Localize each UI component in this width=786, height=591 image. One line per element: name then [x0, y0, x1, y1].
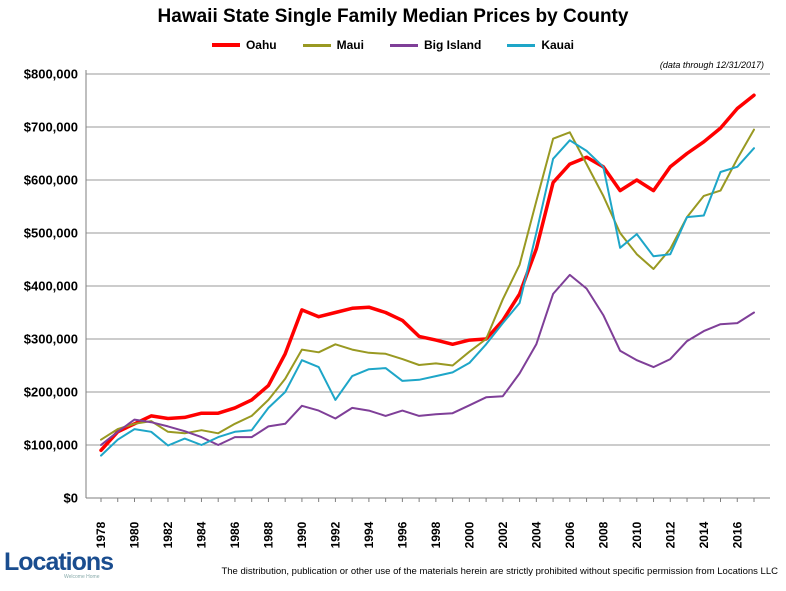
y-tick-label: $200,000: [24, 385, 78, 400]
legend-label: Big Island: [423, 38, 482, 52]
y-tick-label: $100,000: [24, 438, 78, 453]
legend-item-oahu: Oahu: [211, 38, 277, 52]
y-tick-label: $800,000: [24, 67, 78, 82]
legend-swatch: [389, 43, 418, 47]
legend-swatch: [507, 43, 536, 47]
legend-swatch: [302, 43, 331, 47]
x-tick-label: 1984: [194, 521, 208, 548]
legend-item-big-island: Big Island: [389, 38, 482, 52]
x-tick-label: 2016: [730, 521, 744, 548]
series-line-kauai: [100, 139, 755, 457]
logo-tagline: Welcome Home: [64, 574, 100, 580]
y-tick-label: $0: [64, 491, 78, 506]
x-tick-label: 1994: [362, 521, 376, 548]
gridlines: [86, 73, 770, 446]
x-axis-ticks: 1978 1980 1982 1984 1986 1988 1990 1992 1994 1996…: [94, 521, 744, 548]
x-tick-label: 1980: [127, 521, 141, 548]
x-tick-label: 1996: [395, 521, 409, 548]
series-lines: [99, 93, 756, 457]
x-tick-label: 2004: [529, 521, 543, 548]
y-tick-label: $400,000: [24, 279, 78, 294]
axes: [85, 70, 770, 502]
y-tick-label: $700,000: [24, 120, 78, 135]
y-tick-label: $500,000: [24, 226, 78, 241]
data-note: (data through 12/31/2017): [659, 60, 764, 70]
x-tick-label: 2006: [563, 521, 577, 548]
x-tick-label: 1988: [261, 521, 275, 548]
y-tick-label: $300,000: [24, 332, 78, 347]
x-tick-label: 2002: [496, 521, 510, 548]
legend-label: Maui: [336, 38, 364, 52]
locations-logo: Locations Welcome Home: [4, 548, 114, 580]
x-tick-label: 1978: [94, 521, 108, 548]
x-tick-label: 1990: [295, 521, 309, 548]
x-tick-label: 2014: [697, 521, 711, 548]
logo-text: Locations: [4, 548, 114, 576]
x-tick-label: 2010: [630, 521, 644, 548]
legend-swatch: [211, 43, 240, 47]
x-tick-label: 1986: [228, 521, 242, 548]
chart-title: Hawaii State Single Family Median Prices…: [157, 6, 629, 27]
x-tick-label: 2000: [462, 521, 476, 548]
x-tick-label: 2008: [596, 521, 610, 548]
chart-legend: Oahu Maui Big Island Kauai: [0, 38, 786, 52]
legend-label: Oahu: [245, 38, 277, 52]
legend-item-maui: Maui: [302, 38, 364, 52]
legend-item-kauai: Kauai: [507, 38, 574, 52]
x-tick-label: 2012: [663, 521, 677, 548]
x-tick-label: 1998: [429, 521, 443, 548]
series-line-maui: [100, 128, 755, 441]
legend-label: Kauai: [541, 38, 575, 52]
y-tick-label: $600,000: [24, 173, 78, 188]
x-tick-label: 1982: [161, 521, 175, 548]
series-line-oahu: [99, 93, 756, 453]
copyright-notice: The distribution, publication or other u…: [221, 566, 778, 577]
series-line-big-island: [100, 273, 755, 446]
x-tick-label: 1992: [328, 521, 342, 548]
y-axis-ticks: $0 $100,000 $200,000 $300,000 $400,000 $500,0…: [24, 67, 78, 506]
